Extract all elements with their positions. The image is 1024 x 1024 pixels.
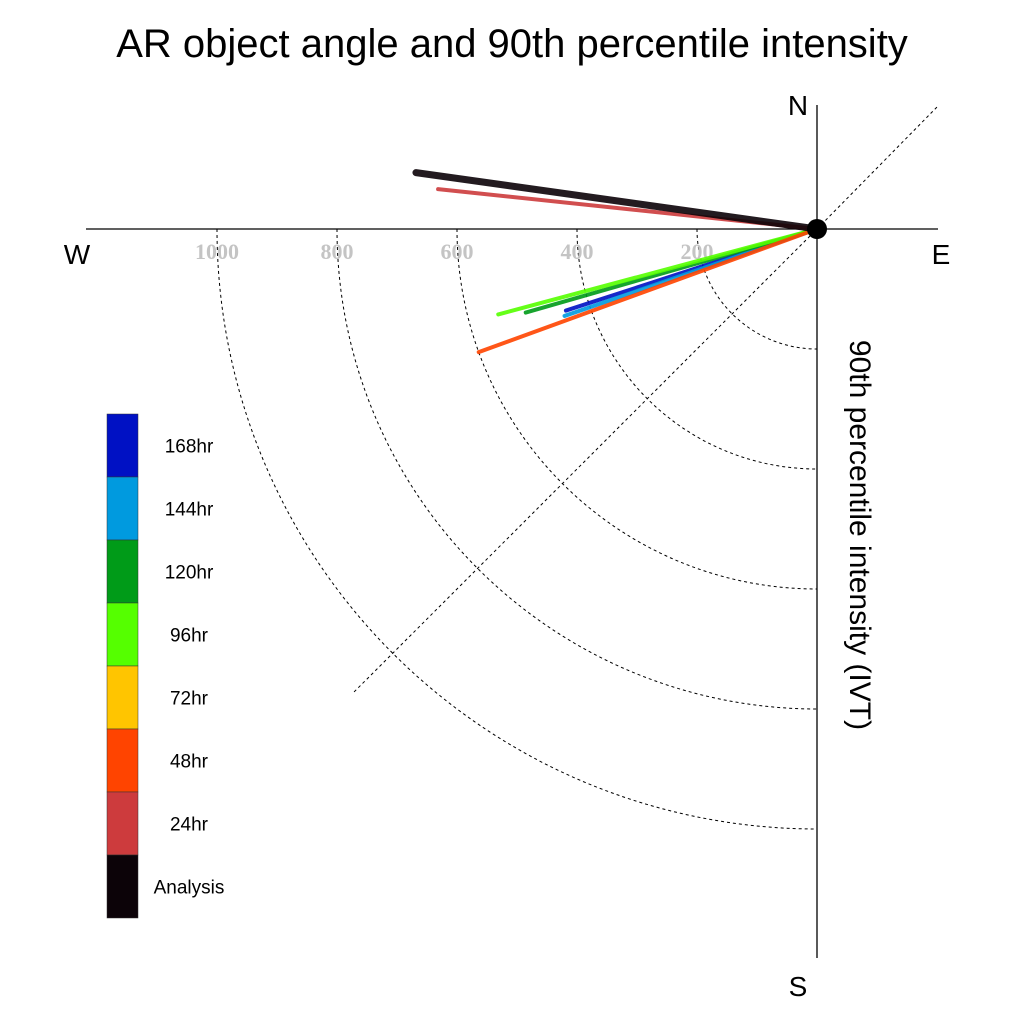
legend-label: 72hr bbox=[170, 689, 209, 710]
legend-label: 96hr bbox=[170, 626, 209, 647]
legend-swatch bbox=[106, 665, 139, 730]
series-vector-96hr bbox=[496, 227, 819, 317]
series-vector-48hr bbox=[476, 227, 819, 355]
grid-arc bbox=[216, 228, 818, 830]
legend-swatch bbox=[106, 539, 139, 604]
grid-arc bbox=[696, 228, 818, 350]
compass-north-label: N bbox=[788, 90, 808, 121]
legend-swatch bbox=[106, 728, 139, 793]
grid-diagonal bbox=[353, 228, 818, 693]
legend-swatch bbox=[106, 413, 139, 478]
legend-swatch bbox=[106, 854, 139, 919]
legend-label: Analysis bbox=[154, 878, 225, 899]
legend-label: 168hr bbox=[165, 437, 214, 458]
compass-south-label: S bbox=[789, 971, 808, 1002]
radial-tick-label: 800 bbox=[321, 239, 354, 264]
compass-east-label: E bbox=[932, 239, 951, 270]
legend: 168hr 144hr 120hr 96hr 72hr 48hr 24hr Analysis bbox=[106, 413, 225, 919]
radial-tick-label: 600 bbox=[441, 239, 474, 264]
legend-swatch bbox=[106, 476, 139, 541]
legend-label: 144hr bbox=[165, 500, 214, 521]
series-vector-analysis bbox=[412, 169, 821, 233]
chart-title: AR object angle and 90th percentile inte… bbox=[116, 22, 908, 66]
legend-swatch bbox=[106, 791, 139, 856]
legend-swatch bbox=[106, 602, 139, 667]
grid bbox=[216, 104, 940, 830]
radial-tick-label: 400 bbox=[561, 239, 594, 264]
grid-diagonal-ne bbox=[816, 104, 940, 230]
series-vectors bbox=[412, 169, 821, 355]
legend-label: 48hr bbox=[170, 752, 209, 773]
compass-west-label: W bbox=[64, 239, 91, 270]
legend-label: 120hr bbox=[165, 563, 214, 584]
legend-label: 24hr bbox=[170, 815, 209, 836]
origin-dot bbox=[807, 219, 827, 239]
radial-tick-label: 1000 bbox=[195, 239, 239, 264]
y-axis-label: 90th percentile intensity (IVT) bbox=[843, 340, 876, 730]
